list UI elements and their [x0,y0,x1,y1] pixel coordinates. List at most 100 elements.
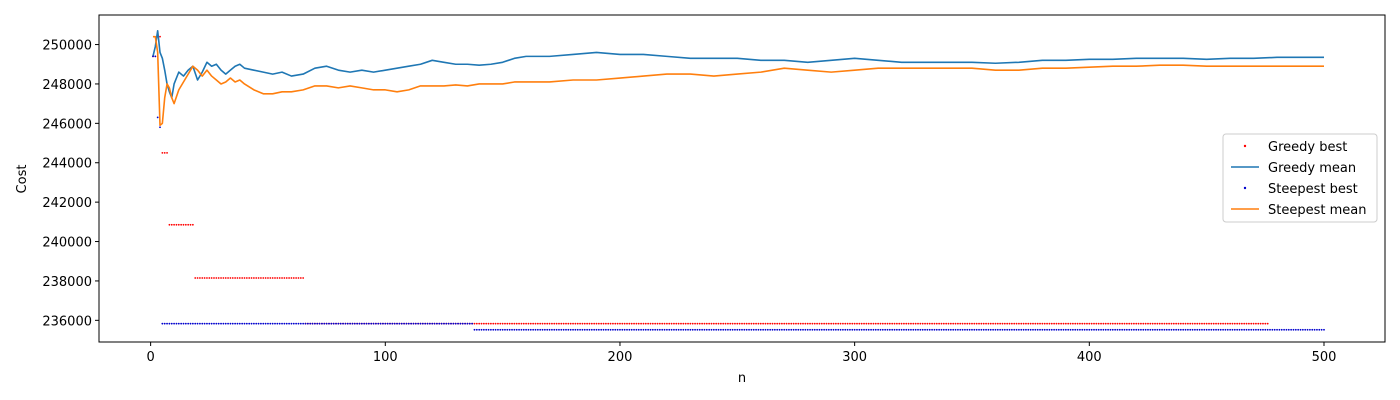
data-point [473,328,476,331]
x-tick-label: 400 [1077,350,1102,365]
data-point [1067,322,1070,325]
data-point [867,328,870,331]
data-point [1191,328,1194,331]
data-point [849,322,851,325]
data-point [525,328,527,331]
data-point [243,277,246,279]
data-point [846,322,849,325]
data-point [1118,322,1121,325]
data-point [1212,322,1215,325]
data-point [271,322,274,325]
data-point [891,328,894,331]
plot-area [152,29,1325,331]
legend-label: Steepest best [1268,182,1358,197]
data-point [623,322,626,325]
data-point [1292,328,1295,331]
data-point [349,322,351,325]
data-point [750,322,753,325]
data-point [1010,322,1013,325]
data-point [180,322,183,325]
data-point [670,322,673,325]
data-point [393,322,396,325]
data-point [255,277,258,279]
data-point [508,322,511,325]
data-point [1158,322,1161,325]
data-point [1264,322,1267,325]
data-point [1198,328,1201,331]
data-point [199,277,201,279]
data-point [893,328,896,331]
data-point [853,322,856,325]
data-point [245,322,248,325]
data-point [1086,328,1088,331]
data-point [663,328,666,331]
data-point [689,328,692,331]
data-point [630,328,633,331]
data-point [1243,328,1246,331]
data-point [694,328,696,331]
data-point [342,322,344,325]
data-point [931,322,933,325]
data-point [365,322,368,325]
data-point [957,322,959,325]
data-point [682,322,685,325]
data-point [872,322,875,325]
data-point [1008,328,1011,331]
data-point [220,322,222,325]
data-point [525,322,527,325]
data-point [238,322,241,325]
data-point [567,322,570,325]
data-point [450,322,452,325]
data-point [741,322,743,325]
legend-label: Steepest mean [1268,203,1366,218]
data-point [766,328,769,331]
data-point [1053,322,1056,325]
data-point [1231,328,1234,331]
data-point [992,322,994,325]
data-point [276,277,279,279]
data-point [1001,328,1004,331]
data-point [1128,328,1131,331]
data-point [1046,328,1048,331]
data-point [1128,322,1131,325]
data-point [717,322,720,325]
data-point [788,322,790,325]
data-point [898,322,901,325]
data-point [895,322,898,325]
data-point [633,328,635,331]
data-point [1226,322,1229,325]
data-point [1273,328,1276,331]
data-point [588,322,591,325]
data-point [1210,328,1213,331]
data-point [433,322,436,325]
data-point [304,322,307,325]
data-point [924,322,926,325]
data-point [1081,328,1084,331]
data-point [1140,328,1142,331]
data-point [1036,328,1039,331]
data-point [903,328,905,331]
data-point [499,328,502,331]
data-point [966,322,969,325]
data-point [623,328,626,331]
data-point [776,322,779,325]
data-point [370,322,373,325]
data-point [1010,328,1013,331]
data-point [952,328,955,331]
data-point [572,322,574,325]
data-point [379,322,382,325]
data-point [234,322,237,325]
data-point [384,322,387,325]
data-point [252,322,255,325]
data-point [888,322,891,325]
data-point [168,223,171,226]
data-point [292,322,295,325]
data-point [717,328,720,331]
data-point [511,328,513,331]
data-point [1203,322,1206,325]
data-point [1194,322,1196,325]
data-point [682,328,685,331]
data-point [1238,322,1241,325]
